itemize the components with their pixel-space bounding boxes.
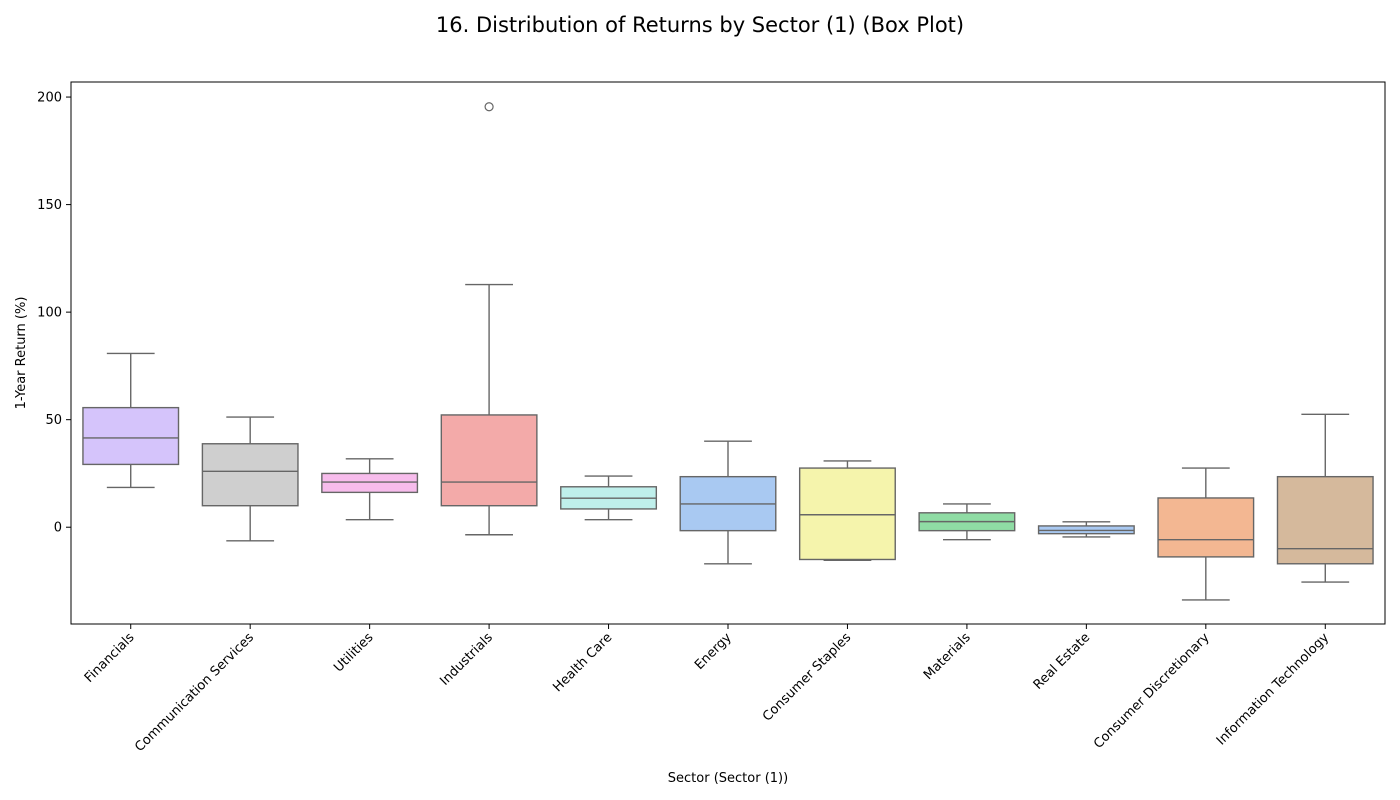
y-tick-label: 100 xyxy=(37,306,62,321)
x-tick-label: Utilities xyxy=(331,630,376,675)
box-group xyxy=(82,352,180,489)
box-group xyxy=(1157,467,1255,601)
x-tick-label: Consumer Staples xyxy=(760,630,854,724)
box-group xyxy=(918,503,1016,541)
x-tick-label: Communication Services xyxy=(132,630,257,755)
y-tick-label: 0 xyxy=(54,521,62,536)
box-group xyxy=(1276,413,1374,583)
box xyxy=(440,414,538,507)
x-axis-label: Sector (Sector (1)) xyxy=(668,771,788,786)
x-tick-label: Financials xyxy=(82,630,138,686)
box xyxy=(798,467,896,561)
box-group xyxy=(560,475,658,521)
plot-area xyxy=(82,102,1374,601)
box xyxy=(321,472,419,494)
box-group xyxy=(679,440,777,565)
x-tick-label: Industrials xyxy=(437,630,496,689)
box xyxy=(1276,475,1374,565)
box-group xyxy=(1037,521,1135,538)
box-group xyxy=(201,416,299,542)
x-tick-label: Information Technology xyxy=(1214,630,1332,748)
box-group xyxy=(321,458,419,521)
box-group xyxy=(440,102,538,536)
x-tick-label: Consumer Discretionary xyxy=(1091,630,1213,752)
y-axis: 0 50 100 150 200 xyxy=(37,91,71,536)
x-tick-label: Materials xyxy=(921,630,974,683)
y-axis-label: 1-Year Return (%) xyxy=(14,297,29,410)
chart-title: 16. Distribution of Returns by Sector (1… xyxy=(436,13,964,37)
outlier-point xyxy=(484,102,494,112)
box xyxy=(1157,497,1255,558)
x-tick-label: Health Care xyxy=(550,630,615,695)
y-tick-label: 50 xyxy=(45,413,62,428)
box xyxy=(201,443,299,507)
x-tick-label: Real Estate xyxy=(1031,630,1093,692)
box xyxy=(82,406,180,466)
x-tick-label: Energy xyxy=(692,630,735,673)
box-group xyxy=(798,460,896,562)
y-tick-label: 150 xyxy=(37,198,62,213)
y-tick-label: 200 xyxy=(37,91,62,106)
